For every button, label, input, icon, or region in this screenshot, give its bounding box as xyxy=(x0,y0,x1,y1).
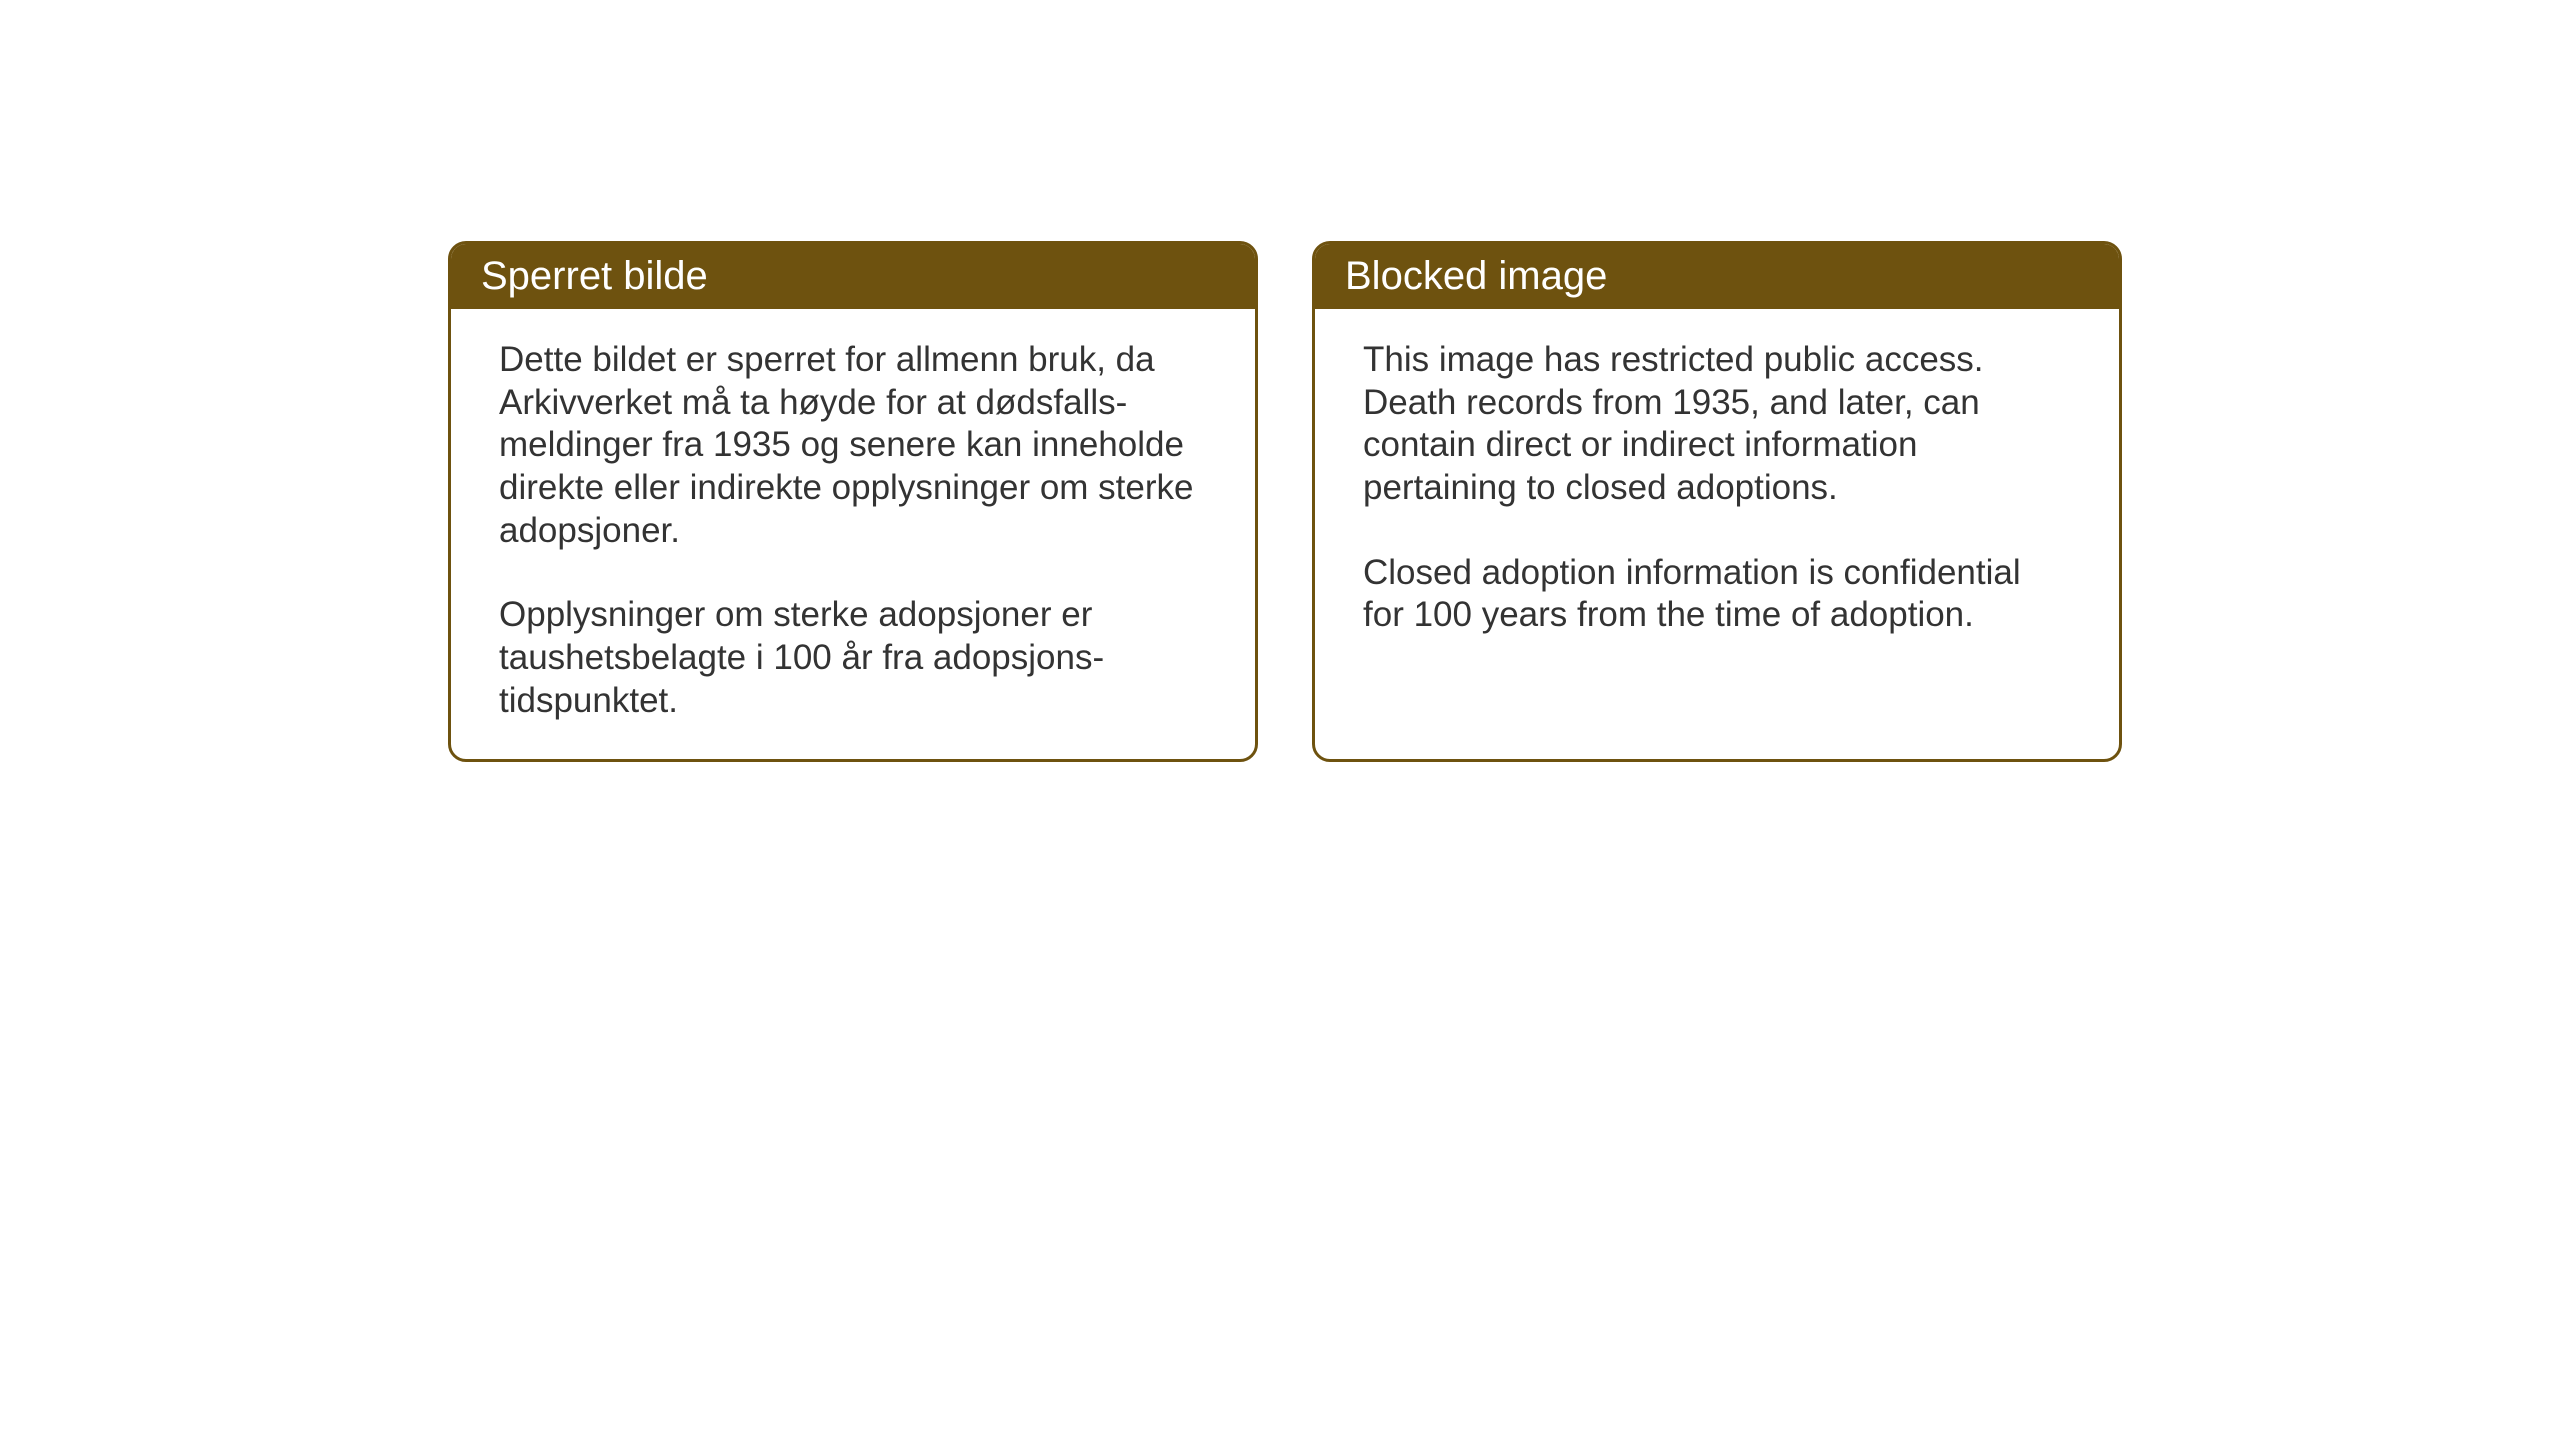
notice-header-english: Blocked image xyxy=(1315,244,2119,309)
notice-container: Sperret bilde Dette bildet er sperret fo… xyxy=(448,241,2122,762)
notice-paragraph-1-english: This image has restricted public access.… xyxy=(1363,339,2071,510)
notice-header-norwegian: Sperret bilde xyxy=(451,244,1255,309)
notice-card-english: Blocked image This image has restricted … xyxy=(1312,241,2122,762)
notice-paragraph-2-norwegian: Opplysninger om sterke adopsjoner er tau… xyxy=(499,594,1207,722)
notice-body-norwegian: Dette bildet er sperret for allmenn bruk… xyxy=(451,309,1255,759)
notice-body-english: This image has restricted public access.… xyxy=(1315,309,2119,749)
notice-card-norwegian: Sperret bilde Dette bildet er sperret fo… xyxy=(448,241,1258,762)
notice-paragraph-1-norwegian: Dette bildet er sperret for allmenn bruk… xyxy=(499,339,1207,552)
notice-paragraph-2-english: Closed adoption information is confident… xyxy=(1363,552,2071,637)
